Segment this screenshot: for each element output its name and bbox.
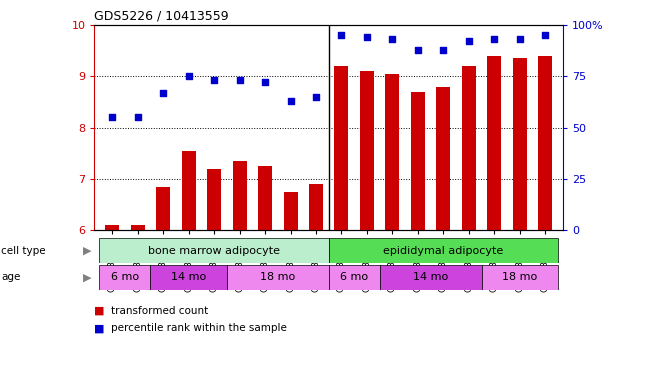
Bar xyxy=(227,265,329,290)
Bar xyxy=(100,238,329,263)
Point xyxy=(387,36,398,42)
Bar xyxy=(105,225,119,230)
Point xyxy=(184,73,194,79)
Bar xyxy=(380,265,482,290)
Text: 14 mo: 14 mo xyxy=(171,272,206,283)
Text: 18 mo: 18 mo xyxy=(260,272,296,283)
Text: age: age xyxy=(1,272,21,283)
Point xyxy=(540,32,551,38)
Point xyxy=(489,36,499,42)
Bar xyxy=(488,56,501,230)
Point xyxy=(464,38,474,45)
Text: bone marrow adipocyte: bone marrow adipocyte xyxy=(148,245,280,256)
Point xyxy=(107,114,117,121)
Point xyxy=(311,94,321,100)
Bar xyxy=(385,74,400,230)
Text: 14 mo: 14 mo xyxy=(413,272,449,283)
Point xyxy=(234,77,245,83)
Bar xyxy=(232,161,247,230)
Text: 6 mo: 6 mo xyxy=(340,272,368,283)
Bar xyxy=(309,184,323,230)
Bar xyxy=(335,66,348,230)
Text: 6 mo: 6 mo xyxy=(111,272,139,283)
Text: epididymal adipocyte: epididymal adipocyte xyxy=(383,245,503,256)
Point xyxy=(514,36,525,42)
Bar xyxy=(182,151,196,230)
Text: percentile rank within the sample: percentile rank within the sample xyxy=(111,323,286,333)
Text: ■: ■ xyxy=(94,306,105,316)
Point xyxy=(209,77,219,83)
Point xyxy=(285,98,296,104)
Bar xyxy=(482,265,558,290)
Bar xyxy=(360,71,374,230)
Bar xyxy=(329,238,558,263)
Bar xyxy=(284,192,298,230)
Text: ▶: ▶ xyxy=(83,272,91,283)
Point xyxy=(337,32,347,38)
Bar xyxy=(462,66,476,230)
Text: GDS5226 / 10413559: GDS5226 / 10413559 xyxy=(94,9,229,22)
Text: 18 mo: 18 mo xyxy=(502,272,538,283)
Point xyxy=(438,46,449,53)
Bar xyxy=(100,265,150,290)
Bar xyxy=(436,87,450,230)
Bar xyxy=(538,56,552,230)
Bar xyxy=(411,92,425,230)
Point xyxy=(413,46,423,53)
Bar xyxy=(258,166,272,230)
Text: ▶: ▶ xyxy=(83,245,91,256)
Text: ■: ■ xyxy=(94,323,105,333)
Bar xyxy=(329,265,380,290)
Point xyxy=(158,90,169,96)
Point xyxy=(362,34,372,40)
Text: transformed count: transformed count xyxy=(111,306,208,316)
Bar xyxy=(207,169,221,230)
Bar xyxy=(513,58,527,230)
Bar xyxy=(156,187,170,230)
Bar xyxy=(150,265,227,290)
Bar xyxy=(131,225,145,230)
Point xyxy=(133,114,143,121)
Point xyxy=(260,79,270,86)
Text: cell type: cell type xyxy=(1,245,46,256)
